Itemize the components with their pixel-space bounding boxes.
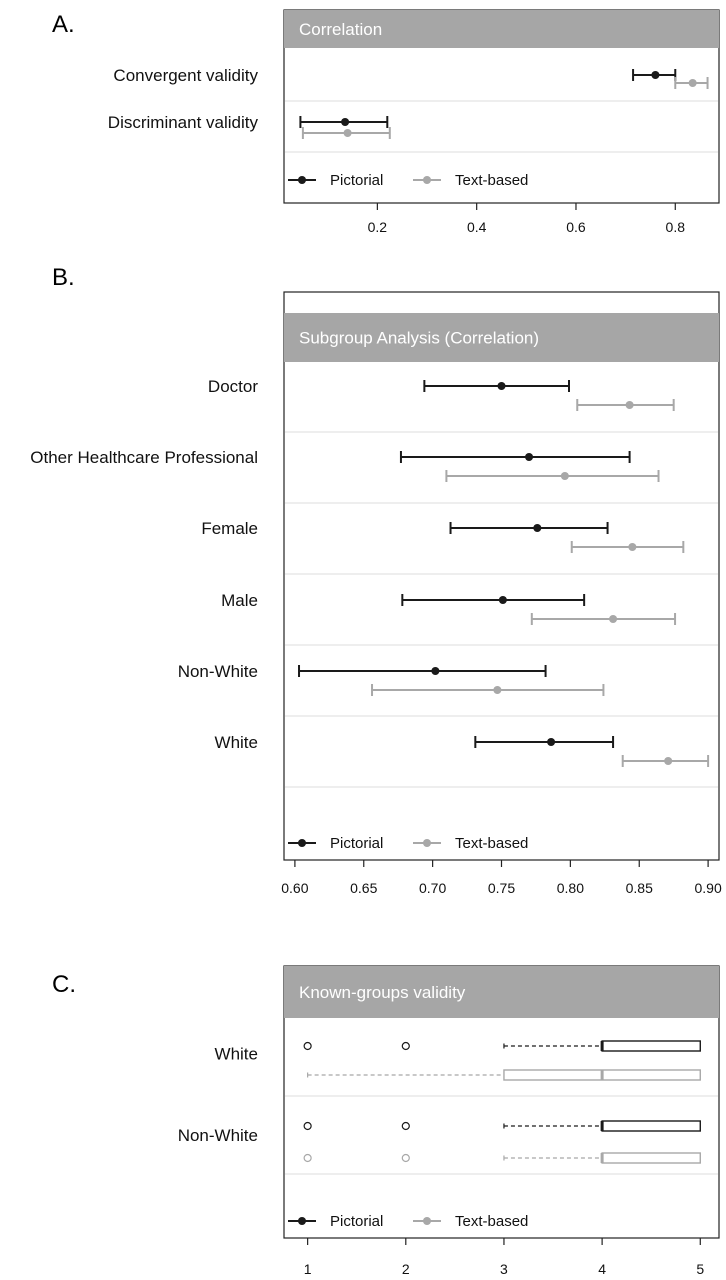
pictorial-estimate-point: [497, 382, 506, 390]
panel-header: [284, 313, 719, 362]
pictorial-outlier: [303, 1121, 312, 1131]
x-tick-label: 0.70: [419, 880, 446, 896]
legend-pictorial-label: Pictorial: [330, 172, 383, 189]
legend: Pictorial Text-based: [288, 835, 528, 852]
row-convergent-validity: Convergent validity: [113, 66, 709, 89]
panel-letter: B.: [52, 264, 75, 291]
row-non-white: Non-White: [178, 1120, 701, 1164]
pictorial-outlier: [401, 1121, 410, 1131]
pictorial-estimate-point: [525, 453, 534, 461]
row-other-healthcare-professional: Other Healthcare Professional: [30, 448, 660, 482]
x-tick-label: 0.90: [694, 880, 721, 896]
panel-a: A. Correlation Convergent validity Discrimi…: [52, 9, 720, 235]
panel-header: [284, 966, 719, 1018]
x-tick-label: 1: [304, 1261, 312, 1277]
legend-text-based-label: Text-based: [455, 835, 528, 852]
text-based-estimate-point: [493, 686, 502, 694]
panel-title: Known-groups validity: [299, 983, 466, 1002]
text-based-estimate-point: [628, 543, 637, 551]
pictorial-estimate-point: [533, 524, 542, 532]
row-label: Non-White: [178, 1126, 258, 1145]
pictorial-estimate-point: [651, 71, 660, 79]
x-tick-label: 0.4: [467, 219, 487, 235]
legend-text-based-marker: [423, 176, 431, 184]
text-based-outlier: [401, 1153, 410, 1163]
row-label: Other Healthcare Professional: [30, 448, 258, 467]
legend-pictorial-label: Pictorial: [330, 1213, 383, 1230]
row-white: White: [215, 1040, 701, 1081]
panel-c: C. Known-groups validity White Non-White Pic…: [52, 965, 720, 1277]
legend: Pictorial Text-based: [288, 1213, 528, 1230]
x-tick-label: 0.65: [350, 880, 377, 896]
x-tick-label: 5: [696, 1261, 704, 1277]
text-based-estimate-point: [664, 757, 673, 765]
row-label: Convergent validity: [113, 66, 258, 85]
panel-letter: C.: [52, 971, 76, 998]
text-based-outlier: [303, 1153, 312, 1163]
x-tick-label: 0.8: [666, 219, 686, 235]
panel-b: B. Subgroup Analysis (Correlation) Doctor O…: [30, 264, 722, 896]
x-axis: 1 2 3 4 5: [304, 1238, 704, 1277]
x-tick-label: 0.60: [281, 880, 308, 896]
legend-pictorial-marker: [298, 176, 306, 184]
row-label: Non-White: [178, 662, 258, 681]
x-tick-label: 0.75: [488, 880, 515, 896]
legend-text-based-marker: [423, 1217, 431, 1225]
panel-title: Correlation: [299, 20, 382, 39]
text-based-estimate-point: [609, 615, 618, 623]
x-tick-label: 0.2: [368, 219, 388, 235]
text-based-estimate-point: [343, 129, 352, 137]
pictorial-estimate-point: [341, 118, 350, 126]
legend: Pictorial Text-based: [288, 172, 528, 189]
legend-pictorial-marker: [298, 1217, 306, 1225]
row-male: Male: [221, 591, 677, 625]
legend-text-based-label: Text-based: [455, 1213, 528, 1230]
x-tick-label: 0.85: [626, 880, 653, 896]
row-discriminant-validity: Discriminant validity: [108, 113, 391, 139]
pictorial-estimate-point: [498, 596, 507, 604]
panel-letter: A.: [52, 11, 75, 38]
row-label: Discriminant validity: [108, 113, 259, 132]
pictorial-outlier: [401, 1041, 410, 1051]
text-based-estimate-point: [560, 472, 569, 480]
pictorial-estimate-point: [547, 738, 556, 746]
x-tick-label: 4: [598, 1261, 606, 1277]
panel-header: [284, 10, 719, 48]
legend-pictorial-label: Pictorial: [330, 835, 383, 852]
text-based-estimate-point: [688, 79, 697, 87]
legend-text-based-marker: [423, 839, 431, 847]
x-tick-label: 0.6: [566, 219, 586, 235]
x-tick-label: 2: [402, 1261, 410, 1277]
pictorial-outlier: [303, 1041, 312, 1051]
row-female: Female: [201, 519, 685, 553]
plot-frame: [283, 291, 720, 861]
row-label: White: [215, 733, 258, 752]
x-axis: 0.60 0.65 0.70 0.75 0.80 0.85 0.90: [281, 860, 722, 896]
row-label: Female: [201, 519, 258, 538]
legend-text-based-label: Text-based: [455, 172, 528, 189]
x-tick-label: 3: [500, 1261, 508, 1277]
panel-title: Subgroup Analysis (Correlation): [299, 329, 539, 348]
row-doctor: Doctor: [208, 377, 675, 411]
legend-pictorial-marker: [298, 839, 306, 847]
row-non-white: Non-White: [178, 662, 605, 696]
row-label: White: [215, 1045, 258, 1064]
x-axis: 0.2 0.4 0.6 0.8: [368, 203, 686, 235]
row-label: Male: [221, 591, 258, 610]
row-label: Doctor: [208, 377, 258, 396]
pictorial-estimate-point: [431, 667, 440, 675]
x-tick-label: 0.80: [557, 880, 584, 896]
row-white: White: [215, 733, 710, 767]
text-based-estimate-point: [625, 401, 634, 409]
